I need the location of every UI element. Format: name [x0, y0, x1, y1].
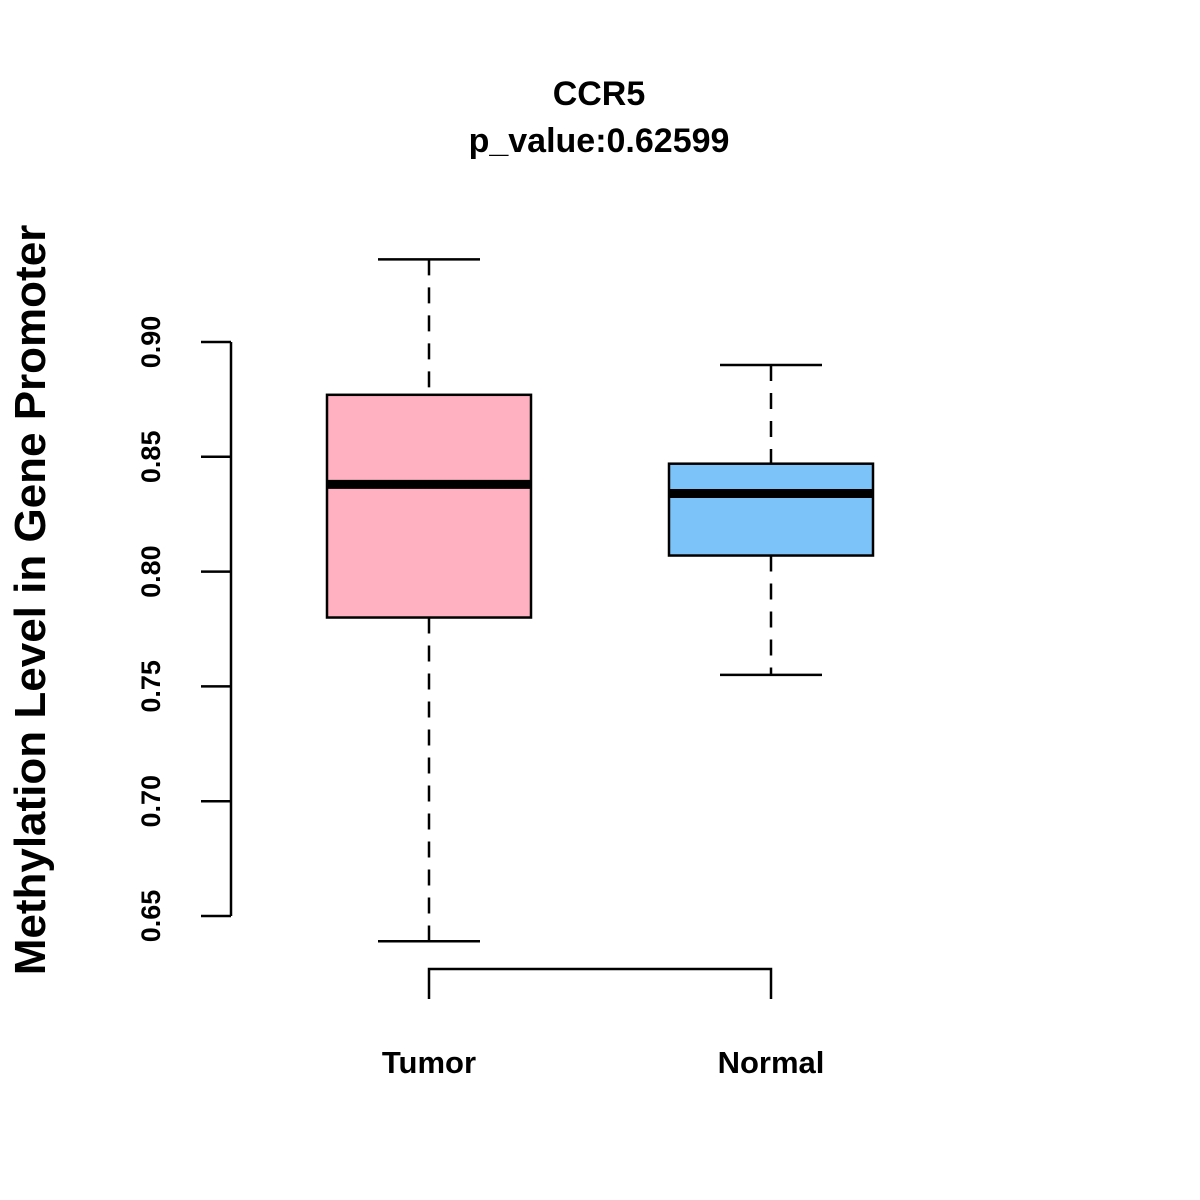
category-label-tumor: Tumor	[382, 1045, 476, 1080]
iqr-box	[667, 462, 875, 557]
category-label-normal: Normal	[718, 1045, 825, 1080]
y-axis: 0.65 0.70 0.75 0.80 0.85 0.90	[136, 316, 233, 943]
chart-title: CCR5	[553, 75, 646, 113]
y-tick-label: 0.75	[136, 660, 166, 713]
iqr-box	[325, 393, 533, 619]
y-tick-label: 0.85	[136, 431, 166, 484]
bracket-line	[427, 967, 773, 999]
boxes	[325, 258, 875, 943]
y-tick-label: 0.70	[136, 775, 166, 828]
box-normal	[667, 363, 875, 677]
comparison-bracket	[427, 967, 773, 999]
y-tick-label: 0.65	[136, 890, 166, 943]
category-labels: Tumor Normal	[382, 1045, 824, 1080]
y-axis-label: Methylation Level in Gene Promoter	[6, 225, 55, 976]
chart-subtitle: p_value:0.62599	[469, 122, 730, 160]
y-tick-label: 0.80	[136, 545, 166, 598]
box-tumor	[325, 258, 533, 943]
y-tick-label: 0.90	[136, 316, 166, 369]
